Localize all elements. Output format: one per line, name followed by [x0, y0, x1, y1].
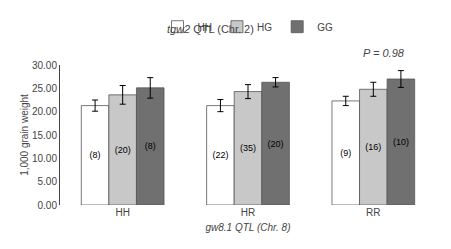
- svg-text:RR: RR: [366, 207, 380, 218]
- svg-text:(10): (10): [393, 137, 409, 147]
- svg-text:(20): (20): [115, 145, 131, 155]
- svg-text:HR: HR: [241, 207, 255, 218]
- svg-text:(22): (22): [212, 150, 228, 160]
- svg-text:25.00: 25.00: [32, 83, 57, 94]
- svg-text:P = 0.98: P = 0.98: [363, 47, 405, 59]
- svg-text:(16): (16): [365, 142, 381, 152]
- svg-text:gw8.1 QTL (Chr. 8): gw8.1 QTL (Chr. 8): [205, 222, 290, 233]
- svg-text:(8): (8): [90, 150, 101, 160]
- svg-text:5.00: 5.00: [38, 176, 58, 187]
- svg-text:0.00: 0.00: [38, 200, 58, 211]
- svg-text:10.00: 10.00: [32, 153, 57, 164]
- svg-text:(20): (20): [268, 139, 284, 149]
- svg-text:(9): (9): [340, 148, 351, 158]
- svg-text:HH: HH: [115, 207, 129, 218]
- svg-text:tgw2 QTL (Chr. 2): tgw2 QTL (Chr. 2): [167, 23, 254, 35]
- svg-text:HH: HH: [198, 22, 212, 33]
- svg-text:(35): (35): [240, 143, 256, 153]
- svg-text:20.00: 20.00: [32, 106, 57, 117]
- svg-text:30.00: 30.00: [32, 60, 57, 71]
- svg-text:1,000 grain weight: 1,000 grain weight: [19, 94, 30, 176]
- svg-text:15.00: 15.00: [32, 130, 57, 141]
- svg-text:HG: HG: [257, 22, 272, 33]
- svg-text:(8): (8): [145, 141, 156, 151]
- svg-text:GG: GG: [317, 22, 333, 33]
